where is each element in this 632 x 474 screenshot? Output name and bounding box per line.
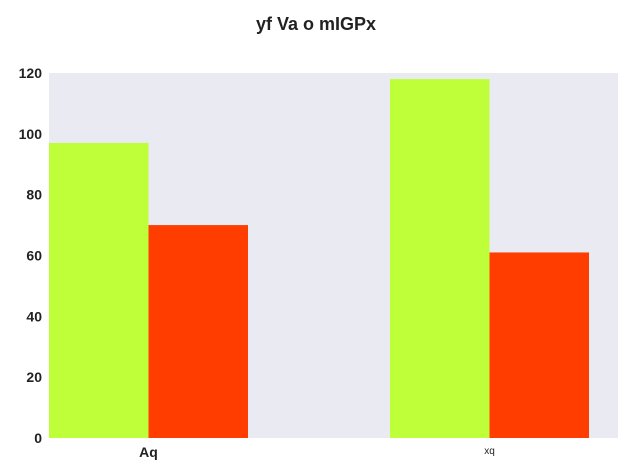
y-tick-label: 40 [26,308,42,324]
y-tick-label: 120 [19,65,43,81]
bar-xq-1 [390,79,490,438]
bars-layer [49,79,589,439]
y-tick-label: 60 [26,248,42,264]
y-tick-label: 80 [26,187,42,203]
x-tick-label-xq: xq [484,446,495,457]
x-tick-label-Aq: Aq [139,444,158,460]
chart-title: yf Va o mIGPx [255,14,377,34]
y-axis: 0 20 40 60 80 100 120 [19,65,43,446]
y-tick-label: 20 [26,369,42,385]
bar-xq-2 [489,252,589,438]
x-axis: Aq xq [139,444,495,460]
bar-Aq-2 [148,225,248,438]
bar-Aq-1 [49,142,149,439]
y-tick-label: 0 [34,430,42,446]
y-tick-label: 100 [19,126,43,142]
